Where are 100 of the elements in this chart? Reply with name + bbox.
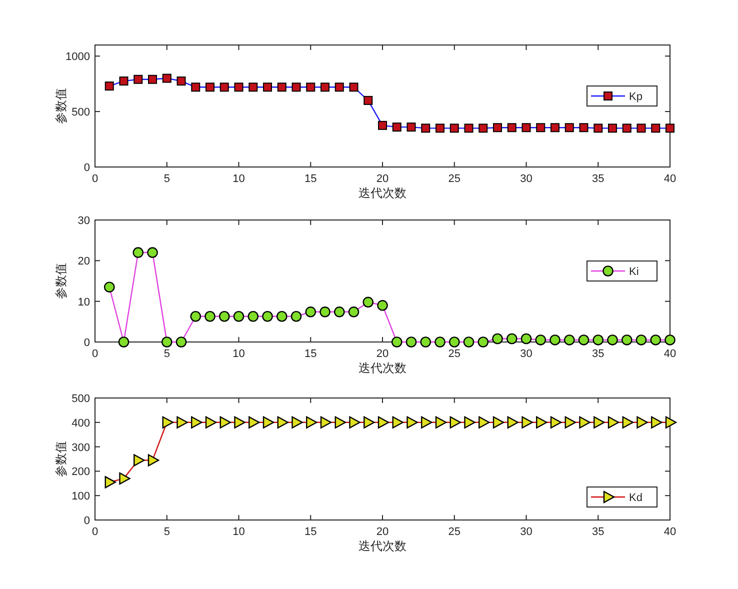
point [220, 82, 229, 92]
point [305, 306, 316, 318]
point [248, 310, 259, 322]
point [148, 454, 160, 466]
point [262, 310, 273, 322]
y-tick-label: 10 [78, 296, 90, 308]
point [218, 310, 230, 322]
point [378, 416, 390, 428]
point [493, 123, 502, 132]
point [478, 336, 489, 348]
point [579, 416, 590, 428]
y-tick-label: 20 [78, 256, 90, 268]
point [464, 124, 474, 133]
point [392, 122, 402, 132]
point [119, 472, 130, 485]
point [406, 416, 418, 428]
x-tick-label: 35 [592, 526, 604, 538]
point [507, 416, 518, 428]
point [522, 123, 531, 132]
point [492, 416, 504, 428]
y-tick-label: 30 [78, 215, 90, 227]
y-tick-label: 0 [84, 515, 90, 527]
point [535, 334, 546, 346]
point [522, 416, 533, 428]
point [349, 416, 360, 428]
point [391, 336, 402, 348]
point [650, 334, 662, 346]
legend-label: Kp [629, 91, 642, 103]
point [248, 416, 260, 428]
point [364, 96, 373, 105]
point [607, 334, 618, 346]
point [463, 336, 474, 348]
point [536, 416, 548, 428]
point [550, 416, 562, 428]
point [436, 124, 444, 133]
point [233, 310, 244, 322]
point [392, 416, 404, 428]
point [306, 416, 318, 428]
point [421, 124, 430, 133]
x-tick-label: 40 [664, 526, 676, 538]
point [651, 124, 660, 133]
x-tick-label: 5 [164, 348, 170, 360]
point [176, 416, 188, 428]
x-tick-label: 40 [664, 173, 676, 185]
x-tick-label: 10 [232, 526, 245, 538]
y-tick-label: 0 [84, 337, 90, 349]
point [234, 82, 244, 92]
point [162, 74, 172, 83]
point [292, 416, 303, 428]
point [564, 123, 574, 132]
y-tick-label: 0 [84, 162, 90, 174]
x-tick-label: 40 [664, 348, 676, 360]
point [592, 334, 604, 346]
point [205, 416, 217, 428]
x-axis-title: 迭代次数 [358, 539, 406, 553]
point [276, 310, 288, 322]
point [664, 334, 676, 346]
point [666, 124, 674, 133]
point [104, 282, 115, 292]
point [191, 416, 202, 428]
point [306, 82, 316, 92]
point [290, 310, 302, 322]
point [594, 416, 605, 428]
point [176, 336, 187, 348]
x-tick-label: 15 [304, 348, 317, 360]
point [262, 416, 274, 428]
point [248, 82, 258, 92]
point [320, 306, 330, 318]
y-axis-title: 参数值 [54, 441, 68, 477]
point [220, 416, 231, 428]
y-tick-label: 500 [72, 393, 90, 405]
y-tick-label: 400 [72, 417, 90, 430]
point [478, 124, 488, 133]
x-tick-label: 25 [448, 348, 460, 360]
x-tick-label: 0 [92, 348, 98, 360]
point [536, 123, 546, 132]
point [420, 336, 432, 348]
y-axis-title: 参数值 [54, 263, 68, 299]
point [348, 306, 360, 318]
point [263, 82, 272, 92]
x-tick-label: 25 [448, 526, 460, 538]
point [608, 416, 620, 428]
point [349, 82, 358, 92]
y-axis-title: 参数值 [54, 88, 68, 124]
point [134, 454, 145, 466]
point [148, 74, 157, 84]
x-tick-label: 15 [304, 526, 317, 538]
x-tick-label: 20 [376, 348, 389, 360]
point [277, 82, 286, 92]
point [665, 416, 677, 428]
point [564, 334, 575, 346]
x-tick-label: 10 [232, 348, 245, 360]
point [550, 123, 560, 132]
point [622, 124, 632, 133]
x-tick-label: 25 [448, 173, 460, 185]
x-tick-label: 10 [232, 173, 245, 185]
legend-label: Kd [629, 492, 642, 504]
point [506, 333, 518, 344]
point [406, 336, 417, 348]
point [176, 76, 186, 86]
